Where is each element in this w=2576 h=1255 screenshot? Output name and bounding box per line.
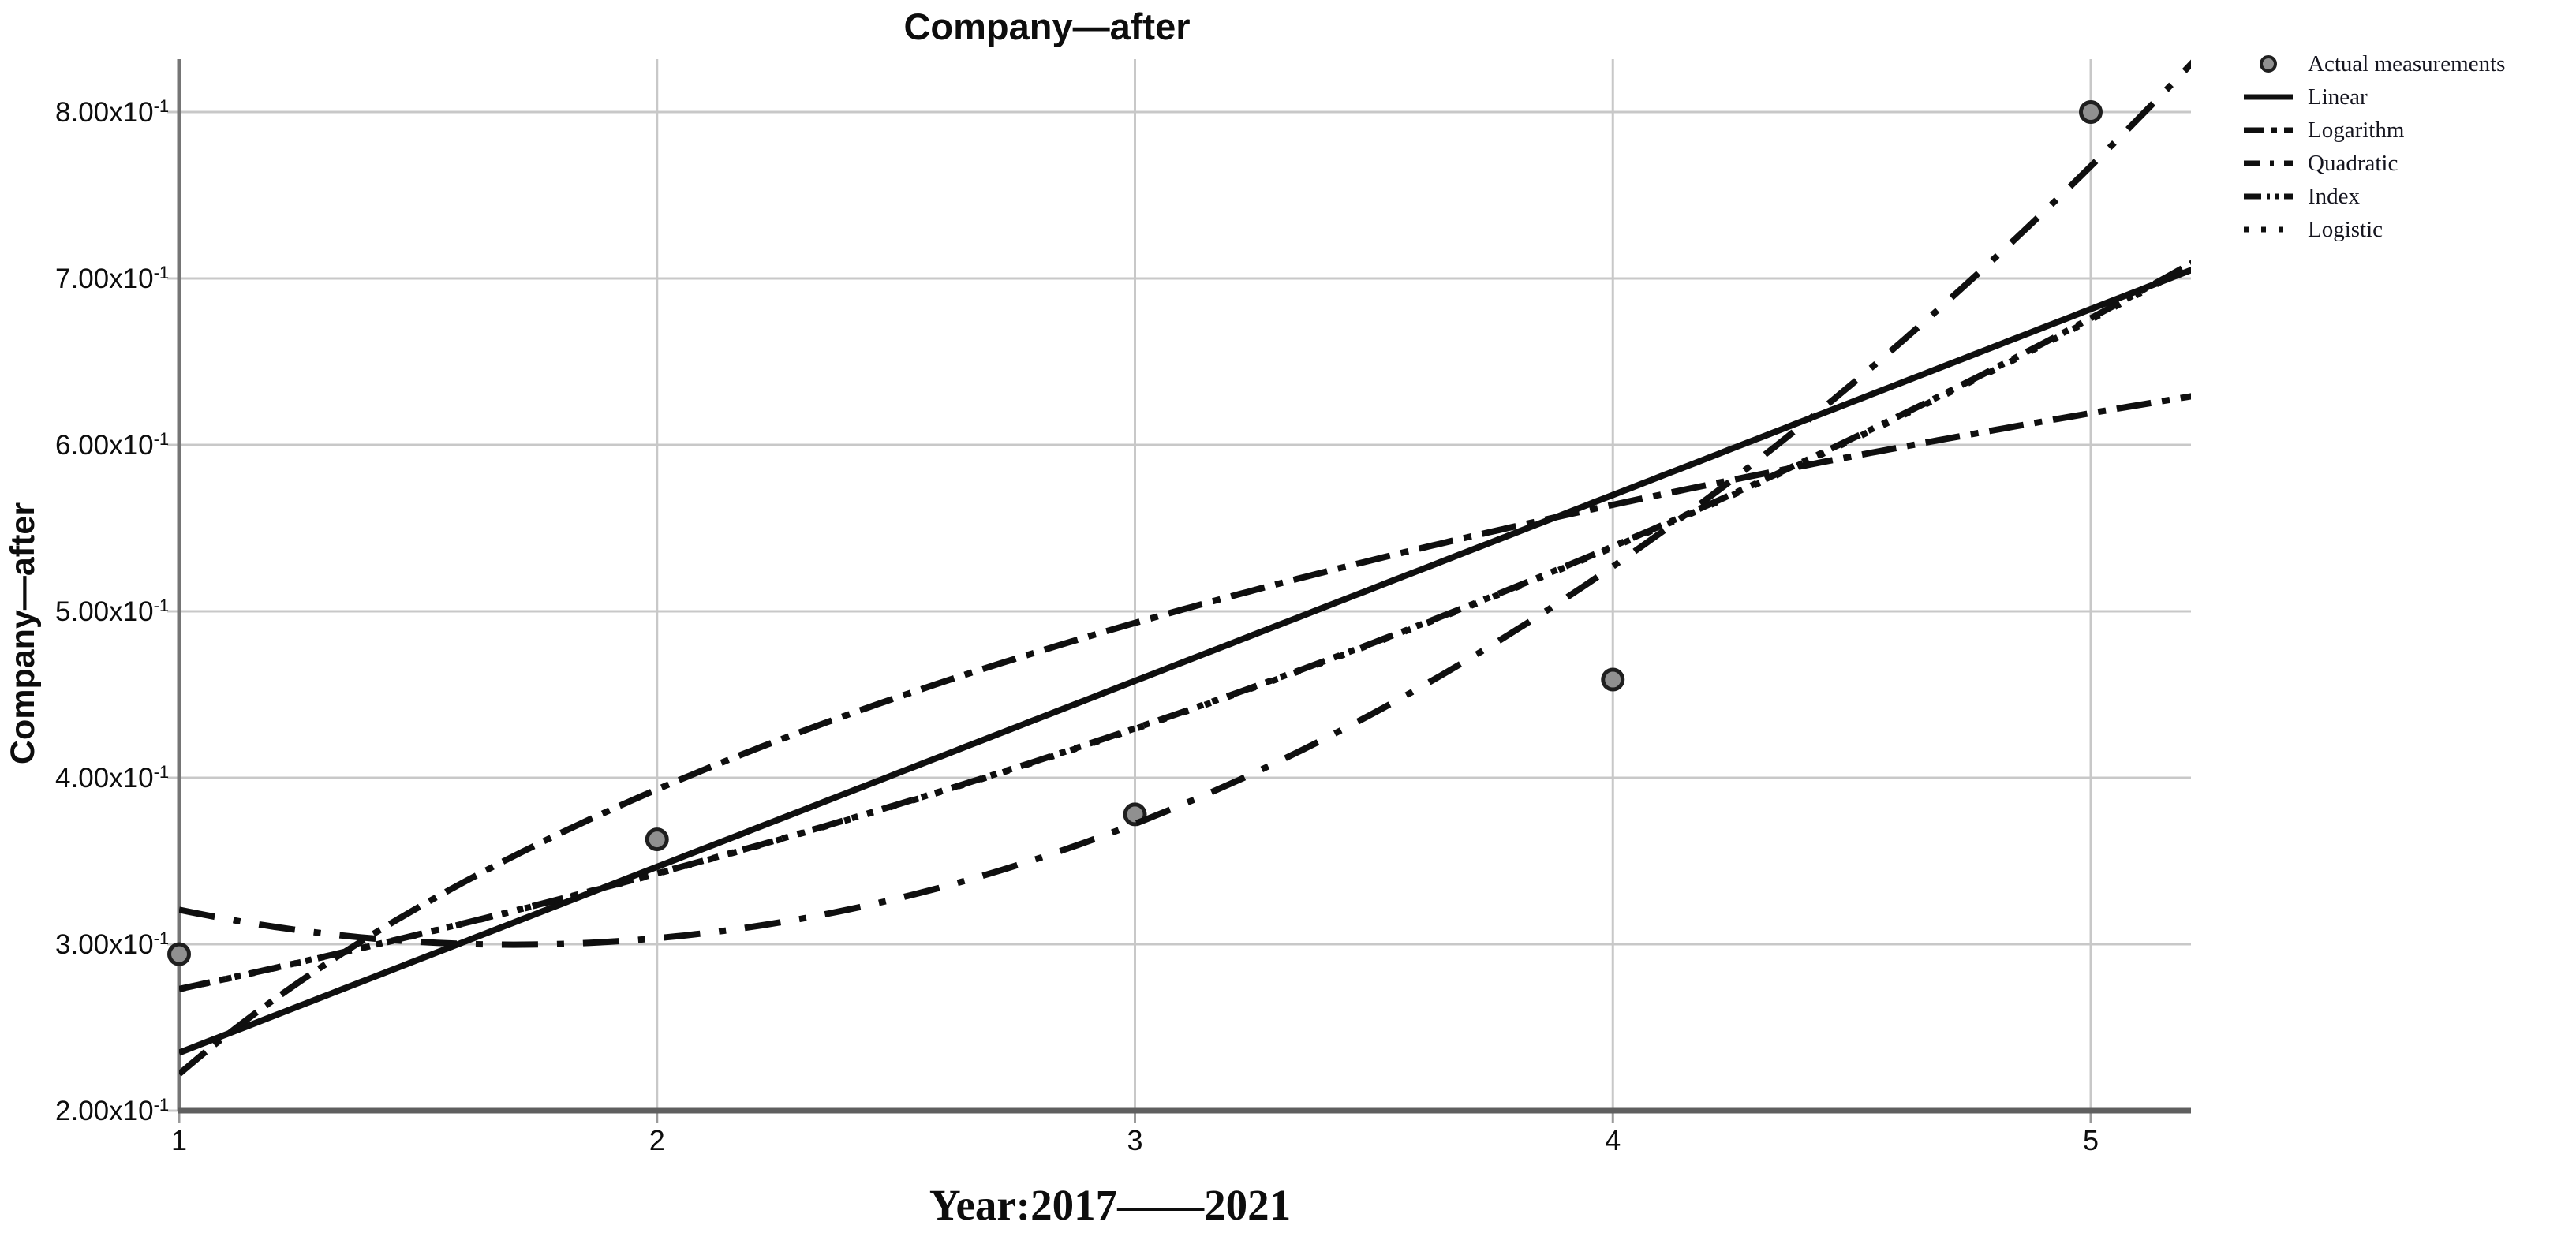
curve-quadratic <box>179 59 2191 948</box>
legend-item: Index <box>2243 180 2505 213</box>
y-tick-mantissa: 8.00 <box>55 97 109 128</box>
curve-linear <box>179 267 2191 1056</box>
legend-label: Logistic <box>2308 216 2383 242</box>
x-tick-label: 1 <box>171 1124 187 1156</box>
y-tick-mantissa: 7.00 <box>55 263 109 294</box>
y-tick-label: 6.00x10-1 <box>55 429 169 461</box>
y-tick-multiplier: x10 <box>109 929 153 960</box>
x-tick-label: 2 <box>649 1124 665 1156</box>
y-tick-label: 3.00x10-1 <box>55 928 169 960</box>
y-tick-label: 4.00x10-1 <box>55 762 169 794</box>
chart-title: Company—after <box>903 6 1191 47</box>
y-tick-mantissa: 5.00 <box>55 596 109 627</box>
y-tick-exponent: -1 <box>154 596 170 615</box>
y-tick-label: 8.00x10-1 <box>55 96 169 128</box>
y-tick-multiplier: x10 <box>109 263 153 294</box>
data-point <box>1601 667 1625 692</box>
x-tick-label: 5 <box>2083 1124 2099 1156</box>
y-tick-label: 5.00x10-1 <box>55 596 169 627</box>
legend-marker-line <box>2244 193 2293 200</box>
y-tick-mantissa: 3.00 <box>55 929 109 960</box>
y-tick-mantissa: 4.00 <box>55 763 109 794</box>
data-point <box>645 827 669 852</box>
y-tick-mantissa: 6.00 <box>55 430 109 461</box>
legend-label: Linear <box>2308 84 2368 110</box>
legend-marker-line <box>2244 127 2293 133</box>
y-tick-multiplier: x10 <box>109 430 153 461</box>
legend-item: Logistic <box>2243 213 2505 246</box>
legend-item: Logarithm <box>2243 114 2505 147</box>
y-tick-multiplier: x10 <box>109 97 153 128</box>
legend-marker-line <box>2244 94 2293 100</box>
x-tick-label: 4 <box>1605 1124 1621 1156</box>
y-tick-multiplier: x10 <box>109 596 153 627</box>
y-tick-label: 2.00x10-1 <box>55 1095 169 1126</box>
legend-marker-line <box>2244 226 2293 233</box>
y-tick-multiplier: x10 <box>109 763 153 794</box>
legend-item: Quadratic <box>2243 147 2505 180</box>
x-tick-label: 3 <box>1127 1124 1142 1156</box>
legend-label: Actual measurements <box>2308 50 2506 77</box>
legend-label: Index <box>2308 183 2361 209</box>
y-tick-multiplier: x10 <box>109 1096 153 1126</box>
y-tick-exponent: -1 <box>154 1095 170 1115</box>
data-point <box>2079 100 2103 124</box>
y-axis-title: Company—after <box>4 502 42 765</box>
legend: Actual measurements Linear Logarithm Quadra… <box>2243 47 2505 246</box>
y-tick-mantissa: 2.00 <box>55 1096 109 1126</box>
y-tick-exponent: -1 <box>154 928 170 948</box>
y-tick-exponent: -1 <box>154 263 170 282</box>
x-axis-title: Year:2017——2021 <box>929 1181 1292 1229</box>
curve-index <box>179 260 2191 992</box>
y-tick-exponent: -1 <box>154 429 170 449</box>
legend-label: Logarithm <box>2308 117 2405 143</box>
curve-logistic <box>179 261 2191 992</box>
y-tick-exponent: -1 <box>154 96 170 116</box>
legend-item: Actual measurements <box>2243 47 2505 80</box>
legend-marker-line <box>2244 160 2293 166</box>
y-tick-label: 7.00x10-1 <box>55 263 169 294</box>
y-tick-exponent: -1 <box>154 762 170 782</box>
legend-point-icon <box>2260 55 2277 73</box>
legend-marker-circle <box>2260 55 2277 73</box>
curve-logarithm <box>179 393 2191 1077</box>
legend-label: Quadratic <box>2308 150 2398 176</box>
legend-item: Linear <box>2243 80 2505 114</box>
data-point <box>167 942 191 966</box>
